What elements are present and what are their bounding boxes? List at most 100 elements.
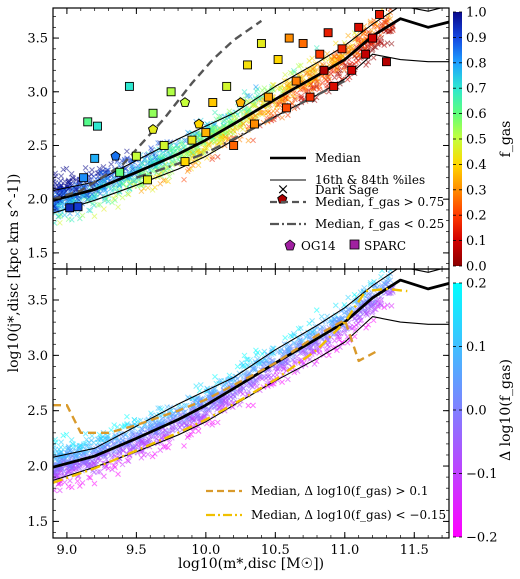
colorbar-tick-label: 0.9 bbox=[466, 31, 487, 46]
dark-sage-point bbox=[345, 294, 351, 301]
og14-point bbox=[147, 124, 159, 134]
sparc-point bbox=[65, 203, 75, 213]
median-lines-bottom bbox=[53, 269, 449, 484]
sparc-point bbox=[256, 38, 266, 48]
dark-sage-point bbox=[206, 406, 212, 412]
dark-sage-point bbox=[385, 273, 392, 280]
x-tick-label: 11.5 bbox=[400, 543, 429, 558]
colorbar-tick-label: −0.2 bbox=[466, 531, 498, 546]
dark-sage-point bbox=[96, 165, 103, 172]
dark-sage-point bbox=[293, 90, 300, 96]
dark-sage-point bbox=[57, 466, 64, 473]
dark-sage-point bbox=[245, 402, 252, 409]
dark-sage-point bbox=[336, 334, 343, 340]
dark-sage-point bbox=[84, 463, 91, 469]
dark-sage-point bbox=[103, 435, 110, 442]
dark-sage-point bbox=[388, 303, 395, 309]
dark-sage-point bbox=[139, 426, 146, 433]
dark-sage-point bbox=[194, 130, 201, 136]
dark-sage-point bbox=[56, 180, 62, 186]
dark-sage-point bbox=[73, 453, 80, 459]
sparc-point bbox=[124, 81, 134, 91]
dark-sage-point bbox=[372, 298, 378, 305]
dark-sage-point bbox=[219, 400, 226, 406]
sparc-point bbox=[166, 87, 176, 97]
legend-label-high-dfgas: Median, Δ log10(f_gas) > 0.1 bbox=[251, 484, 428, 498]
dark-sage-point bbox=[162, 416, 169, 423]
colorbar-tick-label: 0.3 bbox=[466, 183, 487, 198]
dark-sage-point bbox=[339, 53, 346, 60]
bottom-axes-frame bbox=[52, 268, 450, 539]
sparc-point bbox=[79, 173, 89, 183]
dark-sage-point bbox=[212, 109, 218, 116]
median-lines-top bbox=[53, 8, 449, 214]
dark-sage-point bbox=[95, 439, 102, 446]
sparc-point bbox=[315, 49, 325, 59]
dark-sage-point bbox=[247, 93, 254, 100]
dark-sage-point bbox=[253, 352, 260, 358]
dark-sage-point bbox=[379, 269, 385, 274]
dark-sage-point bbox=[363, 324, 369, 331]
dark-sage-point bbox=[332, 312, 339, 319]
sparc-point bbox=[222, 81, 232, 91]
og14-point bbox=[193, 118, 205, 129]
legend-marker-og14 bbox=[284, 239, 296, 251]
og14-point bbox=[110, 150, 121, 161]
dark-sage-point bbox=[111, 451, 118, 458]
sparc-point bbox=[201, 128, 211, 138]
dark-sage-point bbox=[115, 471, 121, 477]
dark-sage-point bbox=[166, 173, 173, 180]
dark-sage-point bbox=[270, 372, 277, 379]
dark-sage-point bbox=[345, 32, 351, 39]
dark-sage-point bbox=[57, 213, 64, 219]
dark-sage-point bbox=[306, 320, 313, 327]
dark-sage-point bbox=[391, 1, 396, 6]
dark-sage-point bbox=[332, 40, 339, 47]
dark-sage-point bbox=[250, 402, 256, 409]
dark-sage-point bbox=[88, 437, 95, 444]
dark-sage-point bbox=[369, 308, 376, 315]
dark-sage-point bbox=[66, 197, 73, 203]
dark-sage-point bbox=[139, 161, 146, 167]
dark-sage-point bbox=[298, 359, 305, 365]
sparc-point bbox=[115, 167, 125, 177]
y-tick-label: 3.0 bbox=[27, 85, 48, 100]
dark-sage-point bbox=[239, 391, 246, 397]
dark-sage-point bbox=[214, 419, 221, 426]
sparc-point bbox=[319, 65, 329, 75]
dark-sage-point bbox=[102, 187, 109, 194]
series-line bbox=[53, 17, 449, 202]
legend-bottom: Median, Δ log10(f_gas) > 0.1 Median, Δ l… bbox=[206, 484, 446, 522]
dark-sage-point bbox=[124, 148, 130, 155]
dark-sage-point bbox=[212, 373, 218, 380]
dark-sage-point bbox=[114, 424, 121, 430]
dark-sage-point bbox=[65, 179, 72, 186]
y-tick-label: 1.5 bbox=[27, 515, 48, 530]
dark-sage-point bbox=[259, 351, 266, 357]
dark-sage-point bbox=[298, 93, 305, 99]
dark-sage-point bbox=[387, 277, 394, 284]
dark-sage-point bbox=[248, 383, 254, 389]
dark-sage-point bbox=[270, 108, 277, 114]
colorbar-tick-label: 0.5 bbox=[466, 133, 487, 148]
dark-sage-point bbox=[68, 170, 75, 177]
dark-sage-point bbox=[188, 165, 194, 172]
dark-sage-point bbox=[224, 394, 230, 401]
x-tick-label: 10.0 bbox=[191, 543, 220, 558]
sparc-point bbox=[159, 141, 169, 150]
sparc-point bbox=[208, 98, 218, 107]
dark-sage-point bbox=[86, 474, 92, 481]
dark-sage-point bbox=[316, 346, 323, 353]
colorbar-tick-label: −0.1 bbox=[466, 467, 498, 482]
dark-sage-point bbox=[84, 196, 91, 202]
dark-sage-point bbox=[105, 465, 112, 472]
dark-sage-point bbox=[292, 360, 298, 367]
dark-sage-point bbox=[76, 463, 82, 470]
dark-sage-point bbox=[331, 53, 337, 60]
sparc-point bbox=[73, 202, 83, 212]
dark-sage-point bbox=[78, 452, 84, 459]
dark-sage-point bbox=[63, 431, 70, 438]
sparc-point bbox=[368, 33, 378, 43]
dark-sage-point bbox=[382, 281, 389, 287]
dark-sage-point bbox=[57, 487, 63, 494]
